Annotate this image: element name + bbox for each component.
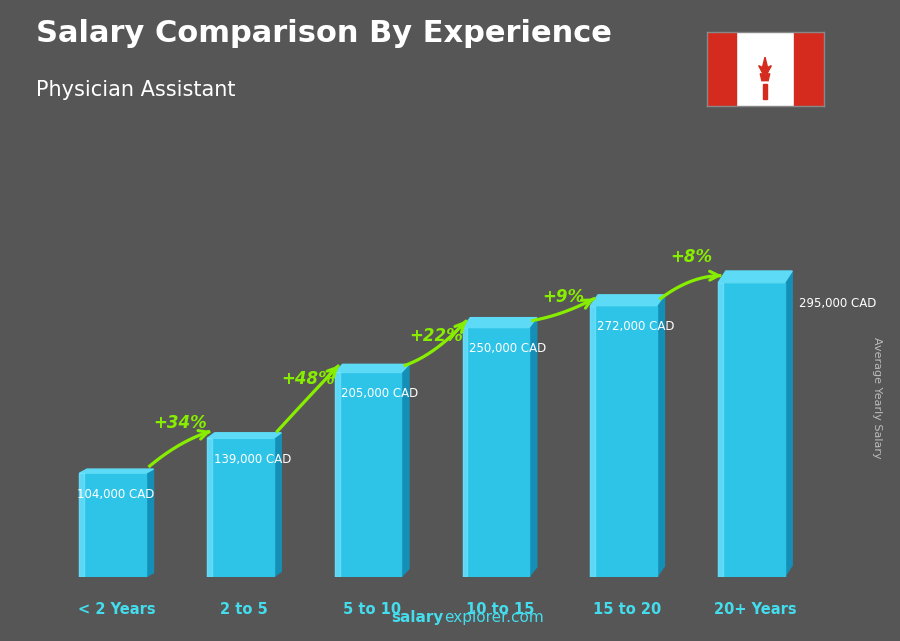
Text: salary: salary bbox=[392, 610, 444, 625]
Bar bbox=[335, 372, 339, 577]
Polygon shape bbox=[274, 433, 282, 577]
Text: +22%: +22% bbox=[409, 328, 463, 345]
Polygon shape bbox=[657, 295, 664, 577]
Bar bbox=[335, 372, 401, 577]
Text: 139,000 CAD: 139,000 CAD bbox=[213, 453, 291, 465]
Polygon shape bbox=[146, 469, 154, 577]
Text: Salary Comparison By Experience: Salary Comparison By Experience bbox=[36, 19, 612, 48]
Bar bbox=[207, 438, 274, 577]
Bar bbox=[79, 473, 84, 577]
Bar bbox=[463, 328, 467, 577]
Bar bbox=[794, 32, 824, 106]
Text: 2 to 5: 2 to 5 bbox=[220, 602, 268, 617]
Bar bbox=[718, 283, 723, 577]
Text: 15 to 20: 15 to 20 bbox=[593, 602, 662, 617]
Polygon shape bbox=[759, 57, 771, 81]
Polygon shape bbox=[79, 469, 154, 473]
Bar bbox=[590, 306, 595, 577]
Polygon shape bbox=[207, 433, 282, 438]
Polygon shape bbox=[785, 271, 792, 577]
Text: 5 to 10: 5 to 10 bbox=[343, 602, 401, 617]
Polygon shape bbox=[590, 295, 664, 306]
Text: 295,000 CAD: 295,000 CAD bbox=[798, 297, 876, 310]
Polygon shape bbox=[335, 364, 409, 372]
Polygon shape bbox=[529, 318, 536, 577]
Text: +9%: +9% bbox=[543, 288, 585, 306]
Text: 20+ Years: 20+ Years bbox=[714, 602, 796, 617]
Text: 205,000 CAD: 205,000 CAD bbox=[341, 387, 419, 400]
Bar bbox=[763, 83, 767, 99]
Bar bbox=[590, 306, 657, 577]
Bar bbox=[463, 328, 529, 577]
Text: 10 to 15: 10 to 15 bbox=[465, 602, 534, 617]
Text: 104,000 CAD: 104,000 CAD bbox=[76, 488, 154, 501]
Bar bbox=[718, 283, 785, 577]
Text: Average Yearly Salary: Average Yearly Salary bbox=[872, 337, 883, 458]
Bar bbox=[706, 32, 736, 106]
Polygon shape bbox=[718, 271, 792, 283]
Text: +34%: +34% bbox=[154, 413, 207, 431]
Polygon shape bbox=[463, 318, 536, 328]
Text: 250,000 CAD: 250,000 CAD bbox=[469, 342, 546, 355]
Bar bbox=[79, 473, 146, 577]
Text: 272,000 CAD: 272,000 CAD bbox=[597, 320, 674, 333]
Text: explorer.com: explorer.com bbox=[444, 610, 544, 625]
Bar bbox=[207, 438, 211, 577]
Text: < 2 Years: < 2 Years bbox=[77, 602, 156, 617]
Text: +48%: +48% bbox=[281, 370, 335, 388]
Polygon shape bbox=[401, 364, 409, 577]
Text: +8%: +8% bbox=[670, 249, 713, 267]
Text: Physician Assistant: Physician Assistant bbox=[36, 80, 236, 100]
